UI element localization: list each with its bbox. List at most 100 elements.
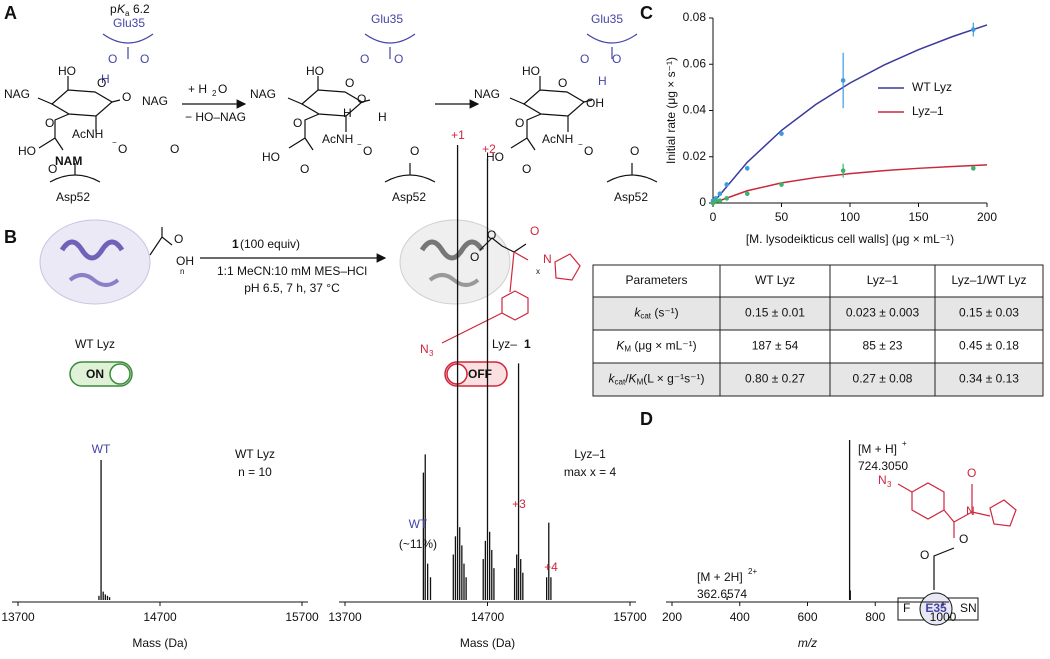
scheme-text: HO: [522, 64, 540, 78]
table-cell-text: kcat/KM(L × g⁻¹s⁻¹): [609, 372, 705, 387]
scheme-text: O: [300, 162, 309, 176]
table-cell-text: 0.023 ± 0.003: [846, 306, 920, 320]
table-cell-text: 0.15 ± 0.03: [959, 306, 1019, 320]
data-point: [717, 191, 723, 197]
fit-curve: [712, 164, 988, 204]
data-point: [744, 166, 750, 171]
x-tick-label: 200: [977, 210, 997, 224]
scheme-text: −: [112, 138, 117, 147]
scheme-text: O: [45, 116, 54, 130]
scheme-text: x: [536, 267, 540, 276]
scheme-text: O: [584, 144, 593, 158]
scheme-text: −: [578, 140, 583, 149]
scheme-b-shapes: [39, 219, 581, 387]
scheme-text: pH 6.5, 7 h, 37 °C: [244, 281, 340, 295]
table-cell: [934, 362, 1044, 397]
table-cell-text: Lyz–1: [867, 273, 899, 287]
x-tick-label: 600: [797, 610, 817, 624]
table-cell-part: M: [637, 378, 644, 387]
scheme-text: 2: [212, 89, 217, 98]
table-cell: [592, 362, 721, 397]
scheme-text: 3: [429, 349, 434, 358]
legend-label: Lyz–1: [912, 104, 944, 118]
scheme-text: NAG: [474, 87, 500, 101]
panel-label: A: [4, 3, 17, 23]
scheme-text: + H: [188, 82, 207, 96]
annotation: [M + 2H]: [697, 570, 743, 584]
glu35-pocket: [586, 33, 638, 59]
scheme-text: OFF: [468, 367, 492, 381]
scheme-text: p: [110, 2, 117, 16]
table-cell-part: k: [634, 306, 641, 320]
scheme-text: NAM: [55, 154, 82, 168]
scheme-text: AcNH: [542, 132, 573, 146]
x-tick-label: 13700: [1, 610, 35, 624]
scheme-text: O: [170, 142, 179, 156]
data-point: [779, 131, 784, 136]
scheme-text: Glu35: [371, 12, 403, 26]
table-cell: [829, 329, 936, 364]
sugar-ring: [50, 89, 114, 117]
glu35-pocket: [102, 33, 154, 59]
x-tick-label: 1000: [930, 610, 957, 624]
scheme-text: O: [97, 76, 106, 90]
molecule-text: F: [903, 601, 910, 615]
scheme-text: Lyz–: [492, 337, 517, 351]
scheme-text: O: [108, 52, 117, 66]
scheme-text: HO: [486, 150, 504, 164]
data-point: [717, 198, 723, 203]
annotation: Lyz–1: [574, 447, 606, 461]
scheme-text: O: [140, 52, 149, 66]
data-point: [779, 182, 784, 187]
annotation: (~11%): [399, 537, 437, 551]
scheme-text: N: [420, 342, 429, 356]
table-cell: [592, 296, 721, 331]
bonds: [287, 76, 371, 151]
scheme-text: Glu35: [113, 16, 145, 30]
annotation: +: [902, 439, 907, 448]
molecule-text: SN: [960, 601, 977, 615]
scheme-text: (100 equiv): [240, 237, 300, 251]
legend-label: WT Lyz: [912, 80, 952, 94]
scheme-text: O: [218, 82, 227, 96]
scheme-text: O: [580, 52, 589, 66]
scheme-text: 1: [232, 237, 239, 251]
panel-label: D: [640, 409, 653, 429]
molecule-text: N: [878, 473, 887, 487]
scheme-text: HO: [18, 144, 36, 158]
scheme-text: Asp52: [392, 190, 426, 204]
x-tick-label: 14700: [471, 610, 505, 624]
annotation: +2: [482, 142, 496, 156]
molecule-text: E35: [925, 601, 947, 615]
table-cell: [934, 329, 1044, 364]
scheme-text: N: [543, 252, 552, 266]
fit-curve: [712, 24, 988, 204]
asp52-pocket: [606, 163, 658, 183]
table-cell: [829, 362, 936, 397]
panel-label: C: [640, 3, 653, 23]
table-cell-text: kcat (s⁻¹): [634, 306, 678, 321]
scheme-text: HO: [262, 150, 280, 164]
scheme-text: O: [293, 116, 302, 130]
x-axis-label: [M. lysodeikticus cell walls] (μg × mL⁻¹…: [746, 232, 954, 246]
scheme-text: 1:1 MeCN:10 mM MES–HCl: [217, 264, 367, 278]
table-cell: [719, 362, 831, 397]
table-cell-text: 85 ± 23: [863, 339, 903, 353]
table-cell-part: cat: [640, 312, 651, 321]
scheme-text: O: [612, 52, 621, 66]
scheme-text: 6.2: [133, 2, 150, 16]
annotation: WT: [409, 517, 428, 531]
scheme-text: NAG: [142, 94, 168, 108]
scheme-text: Asp52: [56, 190, 90, 204]
table-cell: [592, 264, 721, 298]
molecule-text: N: [966, 504, 975, 518]
table-cell-part: cat: [615, 378, 626, 387]
table-cell: [719, 264, 831, 298]
scheme-text: K: [117, 2, 126, 16]
table-cell-part: M: [624, 345, 631, 354]
y-tick-label: 0.06: [683, 56, 707, 70]
panel-label: B: [4, 227, 17, 247]
annotation: [M + H]: [858, 442, 897, 456]
